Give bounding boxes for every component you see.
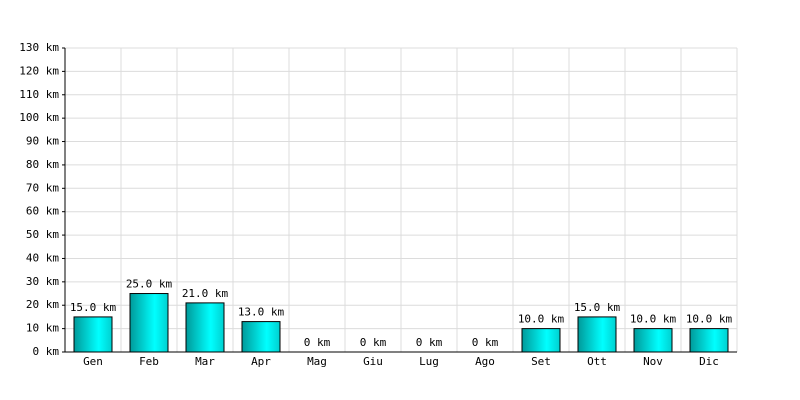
y-tick-label: 10 km (26, 322, 59, 335)
y-tick-label: 80 km (26, 158, 59, 171)
value-label: 10.0 km (630, 313, 677, 326)
y-tick-label: 40 km (26, 251, 59, 264)
y-tick-label: 90 km (26, 135, 59, 148)
bar (129, 293, 169, 353)
bar (185, 302, 225, 353)
y-tick-label: 0 km (33, 345, 60, 358)
y-tick-label: 30 km (26, 275, 59, 288)
x-tick-label: Apr (251, 355, 271, 368)
y-tick-label: 70 km (26, 181, 59, 194)
y-tick-label: 100 km (19, 111, 59, 124)
value-label: 15.0 km (574, 301, 621, 314)
x-tick-label: Ago (475, 355, 495, 368)
value-label: 10.0 km (518, 313, 565, 326)
bar (73, 316, 113, 353)
y-tick-label: 110 km (19, 88, 59, 101)
value-label: 0 km (416, 336, 443, 349)
x-tick-label: Nov (643, 355, 663, 368)
bar (633, 328, 673, 353)
value-label: 0 km (472, 336, 499, 349)
value-label: 0 km (304, 336, 331, 349)
bar (689, 328, 729, 353)
y-tick-label: 60 km (26, 205, 59, 218)
x-tick-label: Lug (419, 355, 439, 368)
value-label: 15.0 km (70, 301, 117, 314)
value-label: 10.0 km (686, 313, 733, 326)
value-label: 0 km (360, 336, 387, 349)
x-tick-label: Mag (307, 355, 327, 368)
y-tick-label: 120 km (19, 64, 59, 77)
y-tick-label: 20 km (26, 298, 59, 311)
y-tick-label: 130 km (19, 41, 59, 54)
x-tick-label: Ott (587, 355, 607, 368)
x-tick-label: Gen (83, 355, 103, 368)
x-tick-label: Mar (195, 355, 215, 368)
x-tick-label: Set (531, 355, 551, 368)
value-label: 25.0 km (126, 278, 173, 291)
bar (241, 321, 281, 353)
x-tick-label: Giu (363, 355, 383, 368)
y-tick-label: 50 km (26, 228, 59, 241)
x-tick-label: Dic (699, 355, 719, 368)
value-label: 13.0 km (238, 306, 285, 319)
value-label: 21.0 km (182, 287, 229, 300)
bar (577, 316, 617, 353)
bar (521, 328, 561, 353)
x-tick-label: Feb (139, 355, 159, 368)
